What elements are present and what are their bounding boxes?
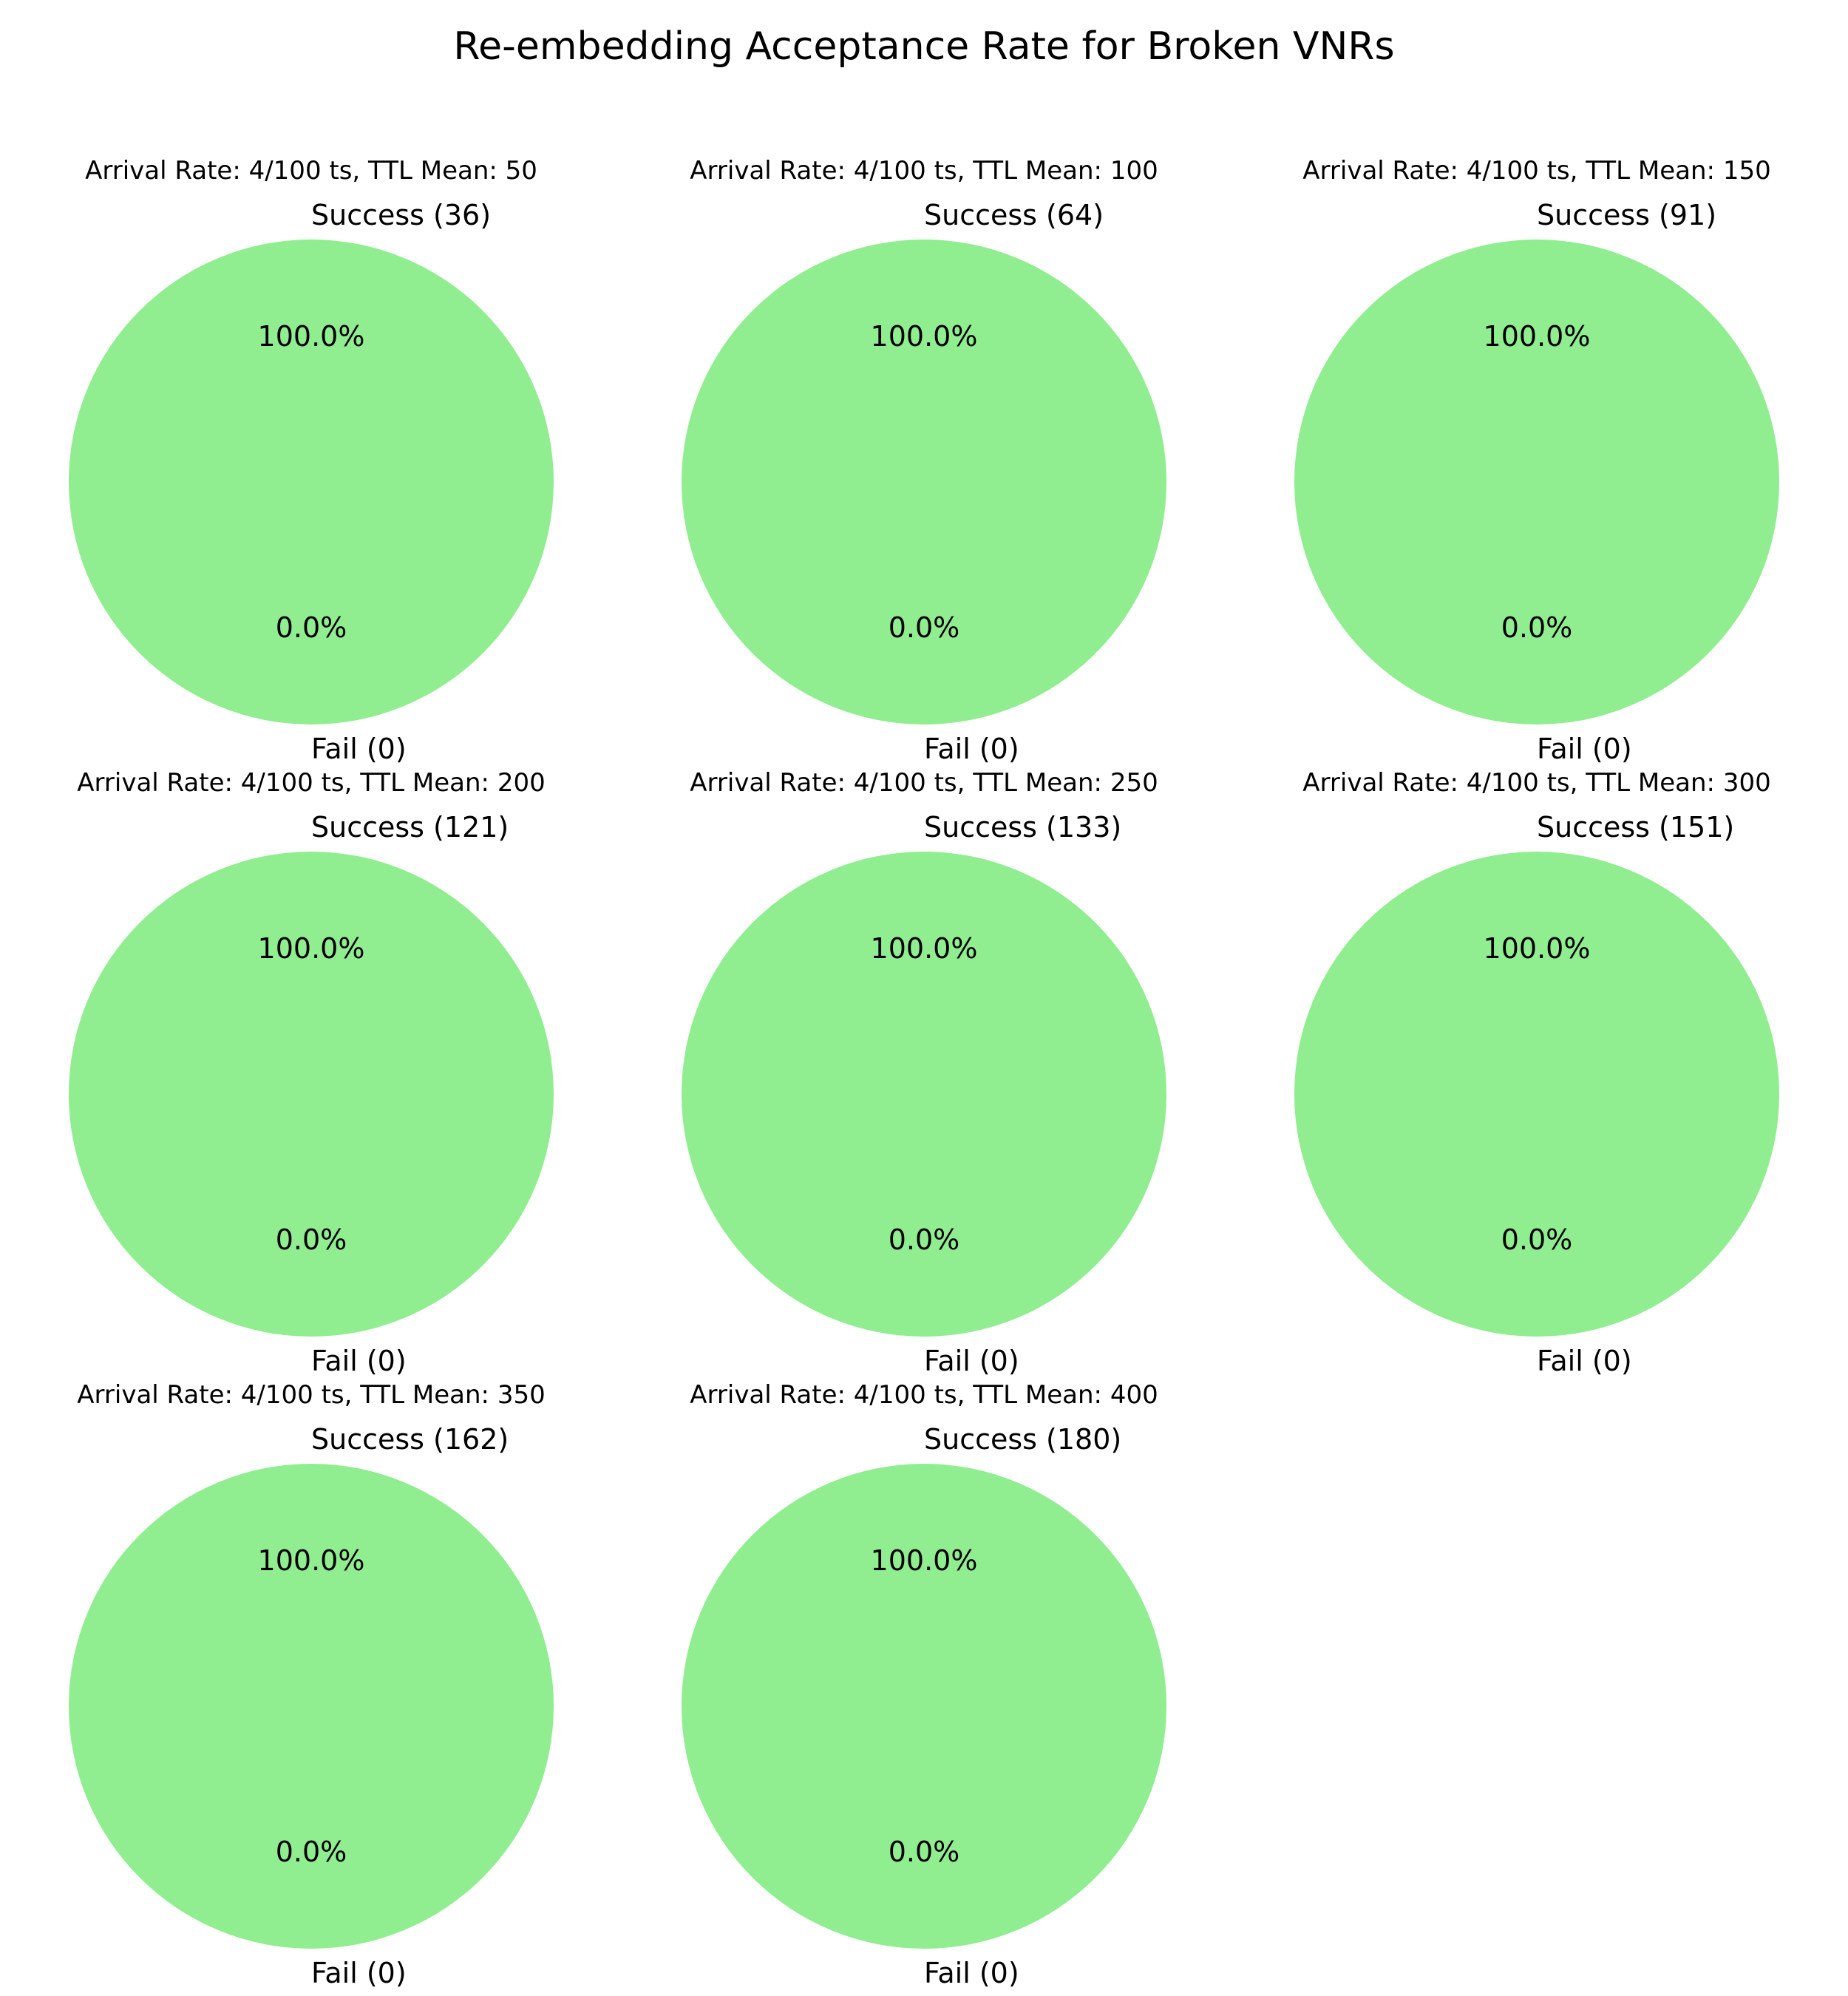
pie-category-label: Success (36) — [311, 199, 491, 231]
pie-title: Arrival Rate: 4/100 ts, TTL Mean: 150 — [1302, 156, 1770, 186]
pie-category-label: Fail (0) — [311, 1957, 407, 1989]
pie-title: Arrival Rate: 4/100 ts, TTL Mean: 100 — [690, 156, 1158, 186]
pie-title: Arrival Rate: 4/100 ts, TTL Mean: 200 — [77, 768, 545, 798]
pie-slice — [682, 852, 1166, 1337]
pie-percent-label: 0.0% — [1501, 1223, 1573, 1256]
pie-slice — [682, 1464, 1166, 1949]
pie-panels: Arrival Rate: 4/100 ts, TTL Mean: 50 100.… — [69, 156, 1779, 1989]
pie-category-label: Fail (0) — [924, 1345, 1019, 1377]
pie-percent-label: 100.0% — [1484, 320, 1591, 353]
pie-percent-label: 100.0% — [871, 320, 978, 353]
pie-category-label: Fail (0) — [924, 733, 1019, 765]
pie-percent-label: 0.0% — [276, 1836, 347, 1868]
pie-panel: Arrival Rate: 4/100 ts, TTL Mean: 100 100… — [682, 156, 1166, 765]
pie-category-label: Success (162) — [311, 1423, 509, 1456]
pie-slice — [69, 852, 554, 1337]
pie-panel: Arrival Rate: 4/100 ts, TTL Mean: 250 100… — [682, 768, 1166, 1377]
pie-percent-label: 100.0% — [1484, 932, 1591, 965]
pie-slice — [69, 240, 554, 724]
pie-title: Arrival Rate: 4/100 ts, TTL Mean: 400 — [690, 1380, 1158, 1410]
pie-percent-label: 0.0% — [1501, 611, 1573, 644]
pie-slice — [682, 240, 1166, 724]
pie-panel: Arrival Rate: 4/100 ts, TTL Mean: 400 100… — [682, 1380, 1166, 1989]
pie-category-label: Fail (0) — [311, 733, 407, 765]
pie-title: Arrival Rate: 4/100 ts, TTL Mean: 350 — [77, 1380, 545, 1410]
pie-percent-label: 100.0% — [258, 320, 365, 353]
figure-title: Re-embedding Acceptance Rate for Broken … — [453, 24, 1394, 69]
pie-panel: Arrival Rate: 4/100 ts, TTL Mean: 50 100.… — [69, 156, 554, 765]
pie-percent-label: 0.0% — [276, 1223, 347, 1256]
pie-category-label: Success (91) — [1537, 199, 1716, 231]
pie-panel: Arrival Rate: 4/100 ts, TTL Mean: 150 100… — [1294, 156, 1779, 765]
pie-title: Arrival Rate: 4/100 ts, TTL Mean: 250 — [690, 768, 1158, 798]
pie-panel: Arrival Rate: 4/100 ts, TTL Mean: 350 100… — [69, 1380, 554, 1989]
pie-category-label: Success (133) — [924, 811, 1121, 843]
pie-category-label: Fail (0) — [1537, 733, 1632, 765]
pie-percent-label: 0.0% — [276, 611, 347, 644]
pie-category-label: Fail (0) — [924, 1957, 1019, 1989]
pie-title: Arrival Rate: 4/100 ts, TTL Mean: 50 — [85, 156, 537, 186]
pie-slice — [1294, 852, 1779, 1337]
pie-percent-label: 100.0% — [871, 932, 978, 965]
pie-title: Arrival Rate: 4/100 ts, TTL Mean: 300 — [1302, 768, 1770, 798]
pie-category-label: Success (64) — [924, 199, 1104, 231]
pie-percent-label: 100.0% — [258, 932, 365, 965]
pie-percent-label: 0.0% — [889, 1223, 960, 1256]
pie-category-label: Success (180) — [924, 1423, 1121, 1456]
pie-panel: Arrival Rate: 4/100 ts, TTL Mean: 300 100… — [1294, 768, 1779, 1377]
pie-category-label: Fail (0) — [311, 1345, 407, 1377]
pie-slice — [69, 1464, 554, 1949]
pie-percent-label: 100.0% — [871, 1544, 978, 1577]
pie-percent-label: 0.0% — [889, 1836, 960, 1868]
pie-category-label: Fail (0) — [1537, 1345, 1632, 1377]
pie-percent-label: 0.0% — [889, 611, 960, 644]
pie-category-label: Success (121) — [311, 811, 509, 843]
pie-category-label: Success (151) — [1537, 811, 1734, 843]
pie-panel: Arrival Rate: 4/100 ts, TTL Mean: 200 100… — [69, 768, 554, 1377]
pie-slice — [1294, 240, 1779, 724]
pie-percent-label: 100.0% — [258, 1544, 365, 1577]
